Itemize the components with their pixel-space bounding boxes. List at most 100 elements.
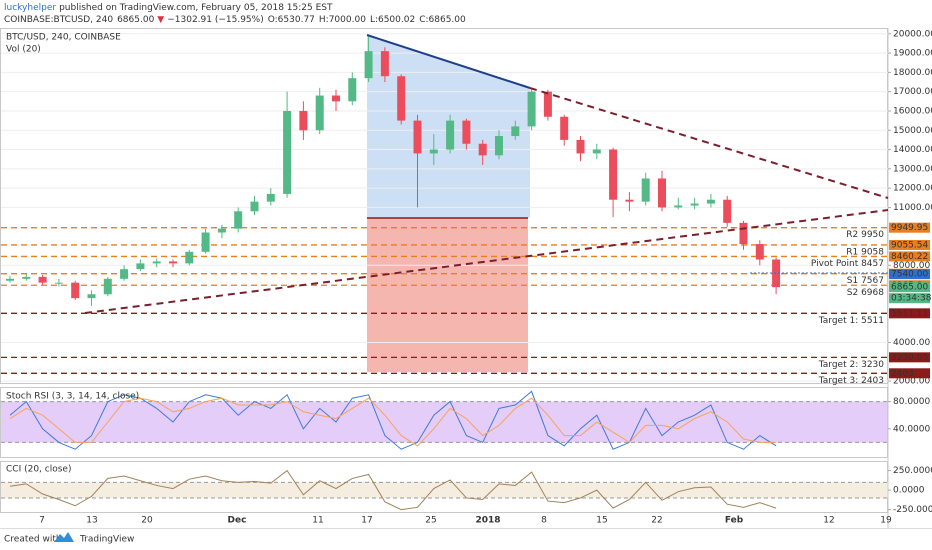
countdown-tag [889, 293, 930, 304]
candle-body [38, 276, 47, 283]
trendline-upper [366, 34, 531, 89]
level-label: Target 3: 2403 [818, 376, 884, 386]
y-tick-label: 19000.00 [893, 49, 932, 59]
header-line: luckyhelper published on TradingView.com,… [4, 3, 333, 13]
candle-body [6, 278, 14, 281]
chart-title: BTC/USD, 240, COINBASE [6, 33, 121, 43]
price-tag-label: 2403 [891, 369, 914, 379]
last: 6865.00 [117, 15, 154, 25]
candle-body [478, 143, 487, 156]
x-tick-label: 12 [823, 516, 834, 526]
level-label: Pivot Point 8457 [811, 259, 884, 269]
price-tag-label: 5511.11 [891, 309, 928, 319]
y-tick-label: 14000.00 [893, 145, 932, 155]
candle-body [136, 263, 145, 270]
y-tick-label: -250.0000 [893, 505, 932, 515]
candle-body [625, 199, 634, 202]
level-label: Target 2: 3230 [818, 360, 885, 370]
candle-body [299, 110, 308, 131]
candle-body [462, 120, 471, 144]
x-tick-label: 17 [361, 516, 372, 526]
candle-body [495, 136, 503, 156]
logo [54, 532, 74, 542]
level-label: S2 6968 [847, 288, 884, 298]
price-tag [889, 239, 930, 250]
candle-body [397, 76, 406, 121]
candle-body [609, 149, 618, 200]
indicator-line [9, 390, 777, 450]
y-tick-label: 2000.00 [893, 377, 930, 387]
candle-body [234, 211, 243, 229]
candle-body [380, 51, 389, 77]
y-tick-label: 11000.00 [893, 203, 932, 213]
candle-body [103, 278, 112, 295]
price-tag-label: 8460.22 [891, 252, 928, 262]
y-tick-label: 20000.00 [893, 29, 932, 39]
x-tick-label: 20 [141, 516, 153, 526]
candle-body [217, 228, 226, 233]
price-tag [889, 251, 930, 262]
price-tag [889, 352, 930, 363]
x-tick-label: 22 [651, 516, 662, 526]
y-tick-label: 40.0000 [893, 424, 930, 434]
candle-body [87, 294, 96, 299]
trendline-upper-ext [529, 87, 889, 199]
change: −1302.91 (−15.95%) [167, 15, 264, 25]
price-tag [889, 269, 930, 280]
candle-body [152, 261, 161, 264]
x-tick-label: 15 [596, 516, 607, 526]
candle-body [560, 116, 569, 140]
cci-title: CCI (20, close) [6, 465, 71, 475]
candle-body [283, 110, 292, 194]
candle-body [201, 232, 210, 252]
candle-body [527, 91, 536, 127]
x-tick-label: 8 [541, 516, 547, 526]
ohlc-high: H:7000.00 [319, 15, 366, 25]
stoch-title: Stoch RSI (3, 3, 14, 14, close) [6, 392, 139, 402]
x-tick-label: 25 [425, 516, 436, 526]
candle-body [690, 203, 699, 206]
candle-body [511, 126, 520, 137]
level-label: S1 7567 [847, 276, 884, 286]
price-tag [889, 308, 930, 319]
x-tick-label: Dec [228, 516, 247, 526]
x-tick-label: 13 [86, 516, 97, 526]
level-label: R2 9950 [846, 230, 884, 240]
y-tick-label: 15000.00 [893, 126, 932, 136]
price-tag [889, 368, 930, 379]
level-label: R1 9058 [846, 247, 884, 257]
candle-body [413, 120, 422, 154]
candle-body [266, 193, 275, 202]
y-tick-label: 0.0000 [893, 486, 925, 496]
level-label: Target 1: 5511 [818, 316, 884, 326]
y-tick-label: 8000.00 [893, 261, 930, 271]
published: published on TradingView.com, February 0… [59, 3, 333, 13]
y-tick-label: 18000.00 [893, 68, 932, 78]
candle-body [54, 282, 63, 284]
footer-brand[interactable]: TradingView [79, 535, 134, 545]
author[interactable]: luckyhelper [4, 3, 56, 13]
candle-body [332, 95, 340, 102]
candle-body [739, 222, 748, 245]
indicator-line [9, 397, 777, 447]
candle-body [592, 149, 601, 154]
volume-label: Vol (20) [6, 45, 41, 55]
candle-body [250, 201, 259, 212]
y-tick-label: 13000.00 [893, 164, 932, 174]
price-tag-label: 9055.54 [891, 240, 928, 250]
candle-body [723, 199, 732, 223]
candle-body [641, 178, 650, 202]
x-tick-label: 11 [312, 516, 323, 526]
price-tag [889, 222, 930, 233]
candle-body [658, 178, 666, 208]
arrow: ▼ [157, 15, 164, 25]
ohlc-close: C:6865.00 [419, 15, 466, 25]
candle-body [71, 282, 80, 299]
y-tick-label: 80.0000 [893, 397, 930, 407]
band [1, 401, 888, 443]
candle-body [348, 78, 357, 102]
x-tick-label: 2018 [475, 516, 500, 526]
indicator-line [9, 469, 777, 511]
candle-body [169, 261, 177, 264]
